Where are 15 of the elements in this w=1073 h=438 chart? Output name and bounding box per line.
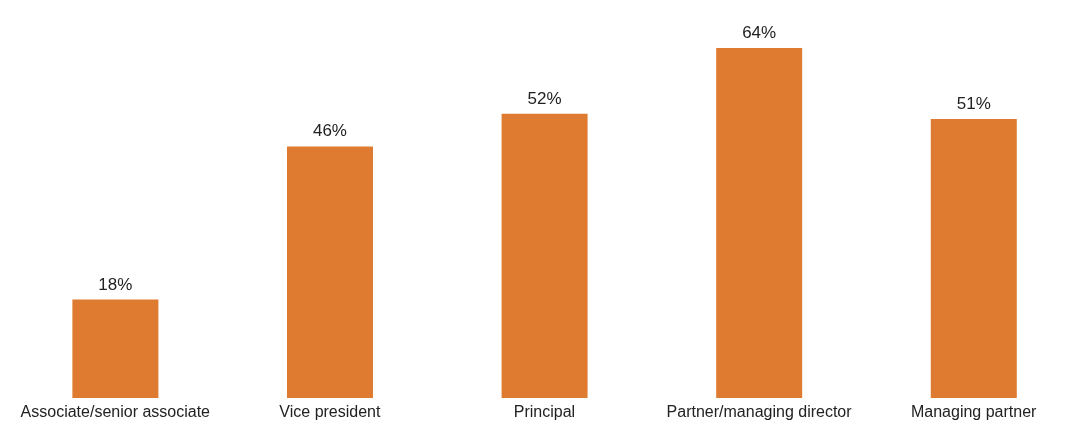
data-label: 46% xyxy=(312,121,347,141)
bar xyxy=(930,119,1017,398)
x-tick-label: Managing partner xyxy=(910,403,1038,421)
bar xyxy=(286,146,373,398)
data-label: 64% xyxy=(742,23,777,42)
x-tick-label: Vice president xyxy=(279,403,381,421)
data-label: 52% xyxy=(527,88,562,108)
data-label: 51% xyxy=(956,94,991,114)
bar xyxy=(72,299,159,398)
x-tick-label: Partner/managing director xyxy=(666,403,853,421)
bar xyxy=(716,48,803,398)
x-tick-label: Principal xyxy=(513,403,576,421)
x-tick-label: Associate/senior associate xyxy=(20,403,211,421)
data-label: 18% xyxy=(98,274,133,294)
bar xyxy=(501,113,588,398)
